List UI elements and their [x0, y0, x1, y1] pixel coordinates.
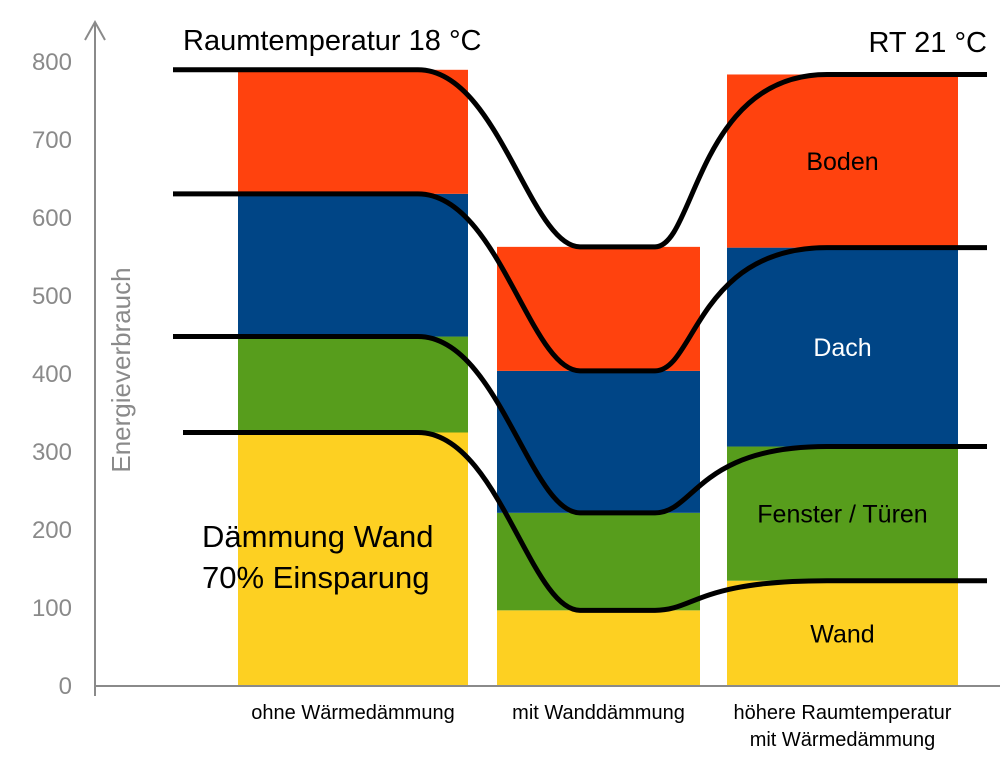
bar-fenster-t-ren: [727, 446, 958, 581]
bar-wand: [238, 432, 468, 686]
bar-boden: [497, 246, 700, 371]
series-label-wand: Wand: [810, 620, 874, 648]
flow-line-wand: [183, 430, 987, 613]
bar-wand: [497, 610, 700, 686]
y-tick-label: 400: [32, 361, 72, 388]
y-tick-label: 800: [32, 49, 72, 76]
x-category-label: mit Wanddämmung: [512, 702, 685, 724]
y-axis-label: Energieverbrauch: [106, 267, 136, 472]
axes-layer: [84, 19, 1000, 696]
flow-line-boden: [173, 67, 987, 250]
flow-lines-layer: [173, 67, 987, 613]
series-label-boden: Boden: [806, 148, 878, 176]
bar-fenster-t-ren: [238, 336, 468, 433]
y-tick-label: 600: [32, 205, 72, 232]
annotation-rt-21: RT 21 °C: [868, 27, 987, 59]
y-tick-label: 500: [32, 283, 72, 310]
segment-labels-layer: Wand Fenster / Türen Dach Boden: [757, 148, 927, 648]
bar-dach: [238, 193, 468, 337]
bar-boden: [238, 69, 468, 194]
x-category-label: ohne Wärmedämmung: [251, 702, 454, 724]
y-axis-arrow-icon: [84, 19, 106, 41]
y-tick-label: 300: [32, 439, 72, 466]
series-label-dach: Dach: [813, 334, 871, 362]
annotation-insulation-line-2: 70% Einsparung: [202, 560, 430, 595]
bar-dach: [497, 370, 700, 513]
bar-wand: [727, 580, 958, 686]
y-tick-label: 200: [32, 517, 72, 544]
flow-line-fenster-t-ren: [173, 334, 987, 516]
y-tick-label: 0: [59, 673, 72, 700]
x-category-label: mit Wärmedämmung: [750, 729, 936, 751]
series-label-fenster-t-ren: Fenster / Türen: [757, 501, 927, 529]
annotation-insulation-line-1: Dämmung Wand: [202, 519, 433, 554]
y-tick-label: 100: [32, 595, 72, 622]
bar-dach: [727, 247, 958, 447]
bar-boden: [727, 74, 958, 248]
y-tick-labels: 0 100 200 300 400 500 600 700 800: [32, 49, 72, 700]
y-tick-label: 700: [32, 127, 72, 154]
annotation-room-temperature: Raumtemperatur 18 °C: [183, 25, 482, 57]
x-category-labels: ohne Wärmedämmung mit Wanddämmung höhere R…: [251, 702, 952, 751]
x-category-label: höhere Raumtemperatur: [734, 702, 952, 724]
flow-line-dach: [173, 191, 987, 374]
bar-fenster-t-ren: [497, 512, 700, 611]
